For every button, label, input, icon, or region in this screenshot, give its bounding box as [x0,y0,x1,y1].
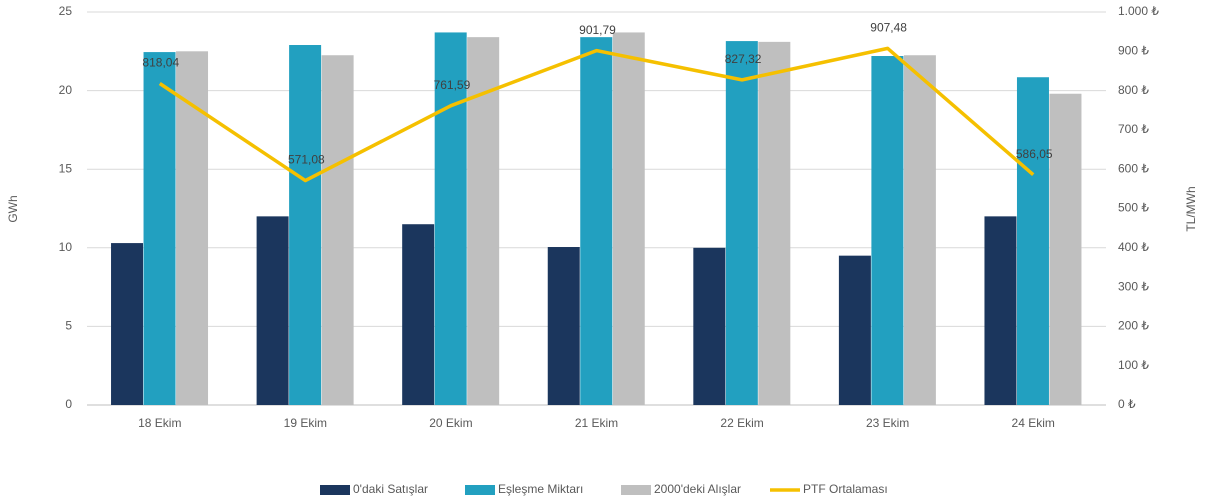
bar [758,41,791,405]
y2-tick-label: 900 ₺ [1118,43,1149,57]
data-label: 586,05 [1016,147,1053,161]
bar [1016,77,1049,405]
data-label: 818,04 [142,56,179,70]
y-tick-label: 15 [59,161,73,175]
data-label: 901,79 [579,23,616,37]
y-axis-title: GWh [6,195,20,222]
y2-axis-title: TL/MWh [1184,186,1198,231]
y2-tick-label: 0 ₺ [1118,397,1136,411]
data-label: 571,08 [288,153,325,167]
y2-tick-label: 700 ₺ [1118,122,1149,136]
y2-tick-label: 400 ₺ [1118,240,1149,254]
y2-tick-label: 600 ₺ [1118,161,1149,175]
y-tick-label: 5 [65,319,72,333]
bar [111,243,144,405]
legend-swatch [621,485,651,495]
x-tick-label: 23 Ekim [866,416,909,430]
y-tick-label: 10 [59,240,73,254]
legend-label: 0'daki Satışlar [353,482,428,496]
x-tick-label: 20 Ekim [429,416,472,430]
bar [256,216,289,405]
y-tick-label: 25 [59,4,73,18]
bar [838,255,871,405]
bar [612,32,645,405]
bar [321,55,354,405]
y-tick-label: 0 [65,397,72,411]
data-label: 827,32 [725,52,762,66]
bar [1049,93,1082,405]
x-tick-label: 18 Ekim [138,416,181,430]
y-tick-label: 20 [59,83,73,97]
bar [580,37,613,405]
y2-tick-label: 100 ₺ [1118,358,1149,372]
legend-label: Eşleşme Miktarı [498,482,583,496]
bar [871,56,904,406]
bar [693,247,726,405]
bar [143,52,176,405]
bar [725,41,758,405]
legend-swatch [320,485,350,495]
bar [402,224,435,405]
bar [547,247,580,405]
data-label: 907,48 [870,21,907,35]
legend-label: PTF Ortalaması [803,482,888,496]
bar [984,216,1017,405]
data-label: 761,59 [434,78,471,92]
legend-swatch [465,485,495,495]
y2-tick-label: 200 ₺ [1118,319,1149,333]
y2-tick-label: 300 ₺ [1118,279,1149,293]
x-tick-label: 19 Ekim [284,416,327,430]
x-tick-label: 21 Ekim [575,416,618,430]
bar [289,45,322,406]
y2-tick-label: 1.000 ₺ [1118,4,1159,18]
y2-tick-label: 800 ₺ [1118,83,1149,97]
y2-tick-label: 500 ₺ [1118,201,1149,215]
bar [434,32,467,405]
legend-label: 2000'deki Alışlar [654,482,741,496]
x-tick-label: 22 Ekim [720,416,763,430]
line [158,46,1035,183]
bar [903,55,936,405]
x-tick-label: 24 Ekim [1012,416,1055,430]
